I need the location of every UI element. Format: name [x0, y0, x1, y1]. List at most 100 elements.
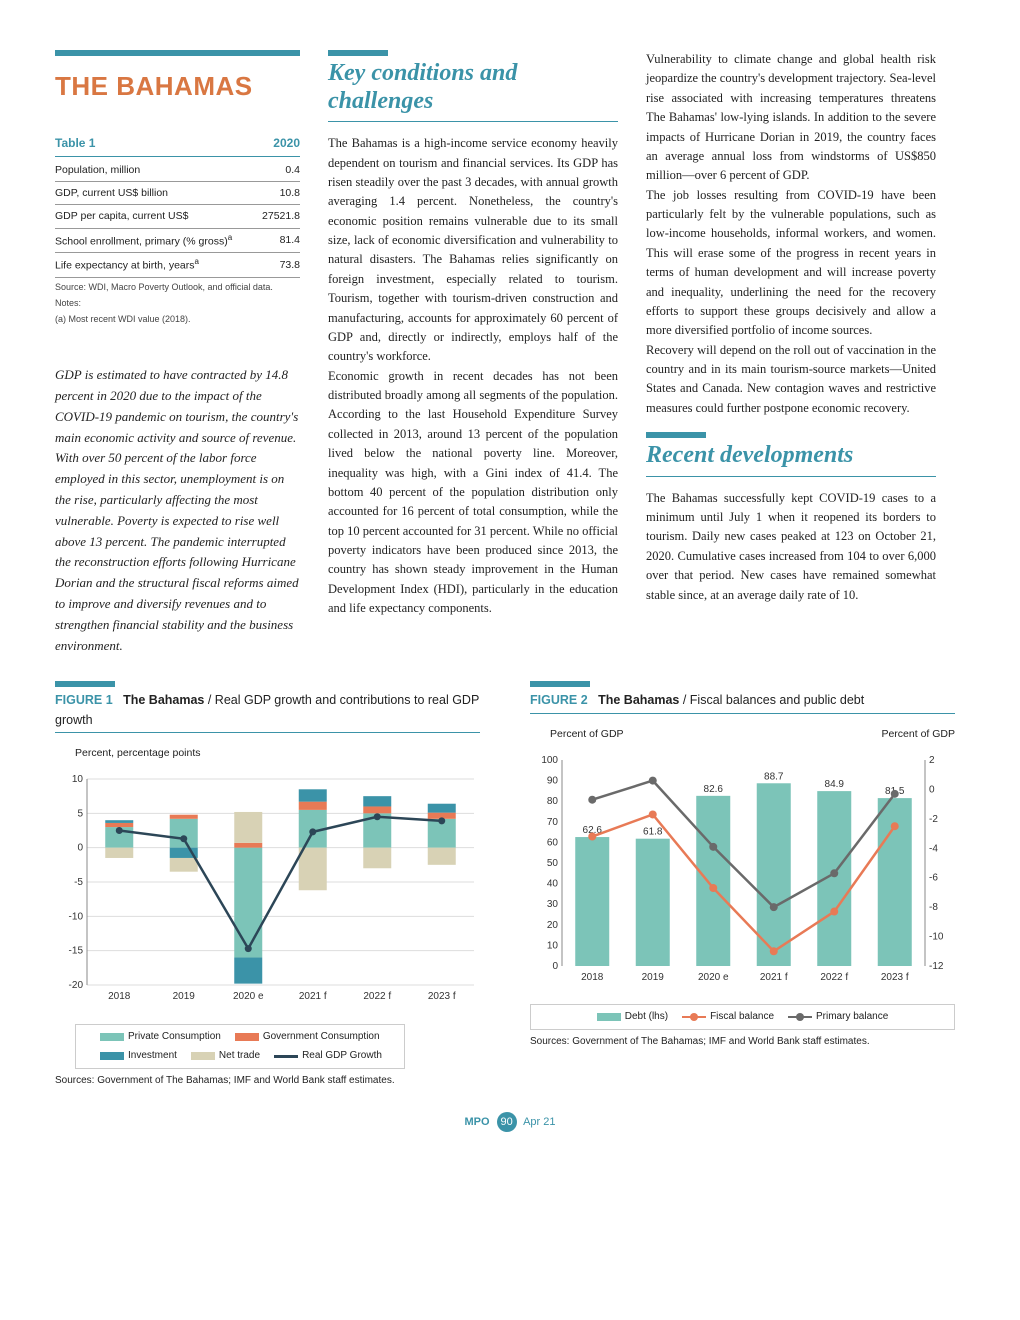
legend-item: Debt (lhs) [597, 1009, 668, 1025]
svg-text:2019: 2019 [173, 991, 196, 1002]
section1-underline [328, 121, 618, 122]
legend-item: Fiscal balance [682, 1009, 774, 1025]
svg-text:2018: 2018 [581, 972, 604, 983]
summary-text: GDP is estimated to have contracted by 1… [55, 365, 300, 656]
fig1-label: FIGURE 1 [55, 693, 113, 707]
figure-2: FIGURE 2 The Bahamas / Fiscal balances a… [530, 681, 955, 1088]
svg-text:5: 5 [77, 809, 83, 820]
table1: Population, million0.4GDP, current US$ b… [55, 159, 300, 278]
table-row: School enrollment, primary (% gross)a81.… [55, 228, 300, 253]
svg-text:20: 20 [547, 920, 559, 931]
svg-text:-20: -20 [69, 980, 84, 991]
legend-item: Net trade [191, 1048, 260, 1064]
svg-text:2023 f: 2023 f [881, 972, 909, 983]
footer-mpo: MPO [465, 1116, 490, 1128]
fig2-ylabel-l: Percent of GDP [530, 726, 624, 742]
fig1-title-bold: The Bahamas [116, 693, 204, 707]
svg-text:2022 f: 2022 f [363, 991, 391, 1002]
svg-text:0: 0 [77, 843, 83, 854]
section1-p3: Vulnerability to climate change and glob… [646, 50, 936, 186]
svg-text:-4: -4 [929, 843, 938, 854]
svg-text:-15: -15 [69, 946, 84, 957]
fig1-chart: -20 -15 -10 -5 0 5 10 2018 2019 2020 e 2021 f 2022 … [55, 765, 480, 1015]
svg-text:2018: 2018 [108, 991, 131, 1002]
legend-item: Real GDP Growth [274, 1048, 382, 1064]
fig1-source: Sources: Government of The Bahamas; IMF … [55, 1073, 480, 1089]
fig2-label: FIGURE 2 [530, 693, 588, 707]
svg-text:61.8: 61.8 [643, 827, 663, 838]
svg-text:80: 80 [547, 796, 559, 807]
svg-text:30: 30 [547, 899, 559, 910]
table1-note-a: (a) Most recent WDI value (2018). [55, 314, 300, 326]
svg-text:90: 90 [547, 776, 559, 787]
section1-heading: Key conditions and challenges [328, 60, 618, 115]
table-row: GDP per capita, current US$27521.8 [55, 205, 300, 228]
legend-item: Government Consumption [235, 1029, 380, 1045]
fig1-rule [55, 681, 115, 687]
page-footer: MPO 90 Apr 21 [55, 1112, 965, 1132]
svg-text:-5: -5 [74, 877, 83, 888]
fig2-title-bold: The Bahamas [591, 693, 679, 707]
svg-text:-10: -10 [929, 932, 944, 943]
legend-item: Investment [100, 1048, 177, 1064]
svg-text:2020 e: 2020 e [698, 972, 729, 983]
svg-text:-12: -12 [929, 961, 944, 972]
fig2-rule [530, 681, 590, 687]
svg-text:70: 70 [547, 817, 559, 828]
svg-text:-6: -6 [929, 873, 938, 884]
fig2-ylabel-r: Percent of GDP [861, 726, 955, 742]
footer-page: 90 [497, 1112, 517, 1132]
svg-text:-10: -10 [69, 912, 84, 923]
table1-label: Table 1 [55, 134, 95, 153]
svg-text:88.7: 88.7 [764, 771, 784, 782]
fig1-legend: Private Consumption Government Consumptio… [75, 1024, 405, 1069]
svg-text:82.6: 82.6 [704, 784, 724, 795]
legend-item: Primary balance [788, 1009, 888, 1025]
svg-text:2021 f: 2021 f [760, 972, 788, 983]
svg-text:50: 50 [547, 858, 559, 869]
legend-item: Private Consumption [100, 1029, 221, 1045]
fig2-title-rest: / Fiscal balances and public debt [679, 693, 864, 707]
section2-rule [646, 432, 706, 438]
title-rule [55, 50, 300, 56]
fig2-legend: Debt (lhs) Fiscal balance Primary balance [530, 1004, 955, 1030]
table-row: Population, million0.4 [55, 159, 300, 182]
section2-heading: Recent developments [646, 442, 936, 470]
footer-date: Apr 21 [523, 1116, 555, 1128]
svg-text:10: 10 [547, 940, 559, 951]
table1-header: Table 1 2020 [55, 134, 300, 157]
table-row: GDP, current US$ billion10.8 [55, 182, 300, 205]
section1-p2: Economic growth in recent decades has no… [328, 367, 618, 619]
table-row: Life expectancy at birth, yearsa73.8 [55, 253, 300, 278]
svg-text:-2: -2 [929, 814, 938, 825]
section1-p4: The job losses resulting from COVID-19 h… [646, 186, 936, 341]
section1-p1: The Bahamas is a high-income service eco… [328, 134, 618, 367]
table1-source: Source: WDI, Macro Poverty Outlook, and … [55, 282, 300, 294]
table1-notes: Notes: [55, 298, 300, 310]
svg-text:2022 f: 2022 f [820, 972, 848, 983]
svg-text:0: 0 [929, 785, 935, 796]
section1-rule [328, 50, 388, 56]
fig1-title: FIGURE 1 The Bahamas / Real GDP growth a… [55, 691, 480, 730]
section2-underline [646, 476, 936, 477]
svg-text:2023 f: 2023 f [428, 991, 456, 1002]
table1-year: 2020 [273, 134, 300, 153]
fig1-ylabel: Percent, percentage points [55, 745, 480, 761]
svg-text:-8: -8 [929, 902, 938, 913]
fig1-underline [55, 732, 480, 733]
svg-text:2020 e: 2020 e [233, 991, 264, 1002]
svg-text:0: 0 [552, 961, 558, 972]
svg-text:2021 f: 2021 f [299, 991, 327, 1002]
figure-1: FIGURE 1 The Bahamas / Real GDP growth a… [55, 681, 480, 1088]
section1-p5: Recovery will depend on the roll out of … [646, 341, 936, 419]
fig2-title: FIGURE 2 The Bahamas / Fiscal balances a… [530, 691, 955, 710]
svg-text:60: 60 [547, 837, 559, 848]
page-title: THE BAHAMAS [55, 66, 300, 106]
svg-text:2019: 2019 [642, 972, 665, 983]
svg-text:10: 10 [72, 774, 84, 785]
fig2-chart: 0102030405060708090100-12-10-8-6-4-20262… [530, 746, 955, 996]
svg-text:2: 2 [929, 755, 935, 766]
svg-text:84.9: 84.9 [825, 779, 845, 790]
fig2-underline [530, 713, 955, 714]
fig2-source: Sources: Government of The Bahamas; IMF … [530, 1034, 955, 1050]
